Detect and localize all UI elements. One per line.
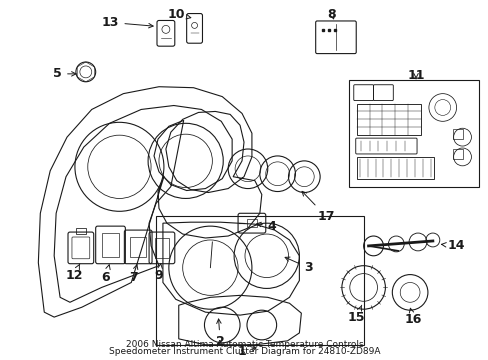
Bar xyxy=(452,149,462,159)
Bar xyxy=(76,228,85,234)
Bar xyxy=(130,237,146,257)
Text: 4: 4 xyxy=(256,220,276,233)
Text: 13: 13 xyxy=(102,16,153,29)
Bar xyxy=(356,104,420,135)
Bar xyxy=(348,80,478,186)
Text: 7: 7 xyxy=(129,265,138,284)
Text: 6: 6 xyxy=(101,265,110,284)
Text: Speedometer Instrument Cluster Diagram for 24810-ZD89A: Speedometer Instrument Cluster Diagram f… xyxy=(108,347,380,356)
Bar xyxy=(155,238,168,258)
Text: 16: 16 xyxy=(404,308,421,325)
Text: 17: 17 xyxy=(302,192,334,223)
Bar xyxy=(246,219,256,227)
Bar xyxy=(156,216,363,345)
Text: 2: 2 xyxy=(216,319,224,348)
Text: 1: 1 xyxy=(237,345,256,358)
Text: 11: 11 xyxy=(407,69,424,82)
Text: 8: 8 xyxy=(327,8,336,21)
Text: 12: 12 xyxy=(65,264,82,282)
Bar xyxy=(356,157,433,179)
Text: 3: 3 xyxy=(285,257,312,274)
Text: 2006 Nissan Altima Automatic Temperature Controls: 2006 Nissan Altima Automatic Temperature… xyxy=(125,340,363,349)
Text: 15: 15 xyxy=(347,305,365,324)
Bar xyxy=(102,233,119,257)
Text: 9: 9 xyxy=(154,264,163,282)
Text: 10: 10 xyxy=(167,8,190,21)
Text: 5: 5 xyxy=(53,67,76,80)
Text: 14: 14 xyxy=(441,239,464,252)
Bar xyxy=(452,129,462,139)
